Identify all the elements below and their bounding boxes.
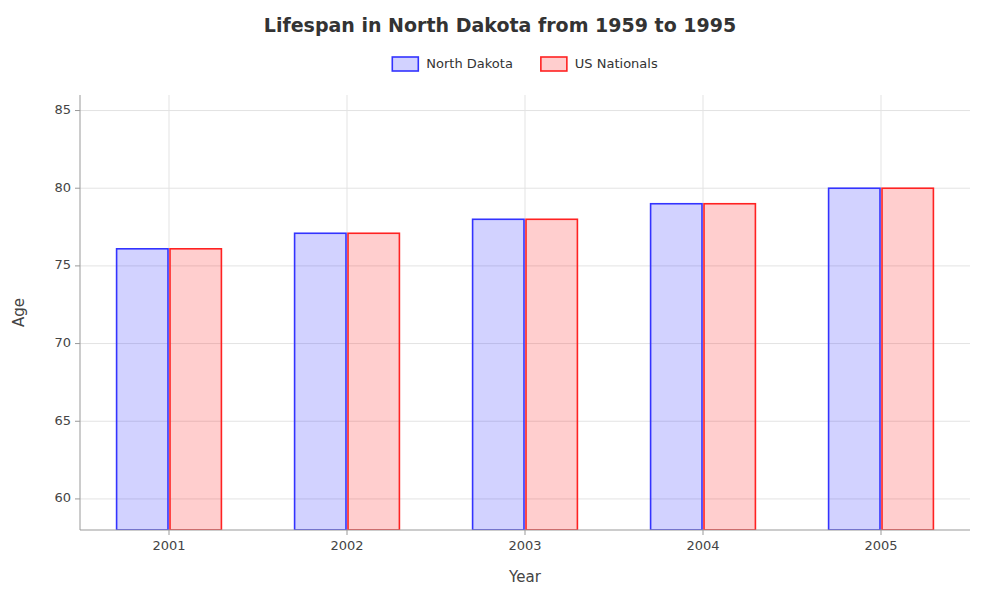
bar: [882, 188, 933, 530]
y-tick: [75, 188, 80, 189]
y-tick: [75, 421, 80, 422]
x-tick-label: 2001: [152, 538, 185, 553]
x-tick: [703, 530, 704, 535]
bar: [170, 249, 221, 530]
y-tick: [75, 110, 80, 111]
x-tick: [347, 530, 348, 535]
x-tick-label: 2005: [864, 538, 897, 553]
x-tick: [169, 530, 170, 535]
grid: [80, 95, 970, 530]
bar: [348, 233, 399, 530]
legend-label: North Dakota: [426, 56, 513, 71]
chart-title: Lifespan in North Dakota from 1959 to 19…: [264, 14, 736, 36]
x-tick: [881, 530, 882, 535]
bar: [473, 219, 524, 530]
y-tick-label: 75: [54, 257, 71, 272]
x-tick-label: 2002: [330, 538, 363, 553]
chart-container: 60 65 70 75 80 85 2001 2002 2003 2004 2005 Year Age L…: [0, 0, 1000, 600]
bar: [117, 249, 168, 530]
x-tick-label: 2004: [686, 538, 719, 553]
legend-swatch: [392, 57, 418, 71]
x-tick-label: 2003: [508, 538, 541, 553]
legend: North Dakota US Nationals: [392, 56, 658, 72]
legend-label: US Nationals: [575, 56, 658, 71]
x-axis-label: Year: [508, 568, 542, 586]
y-tick-label: 60: [54, 490, 71, 505]
y-tick: [75, 343, 80, 344]
legend-item: North Dakota: [392, 56, 513, 72]
axes: 60 65 70 75 80 85 2001 2002 2003 2004 2005: [54, 95, 970, 553]
bar: [295, 233, 346, 530]
y-tick-label: 85: [54, 102, 71, 117]
bar: [526, 219, 577, 530]
y-tick-label: 70: [54, 335, 71, 350]
y-tick: [75, 498, 80, 499]
y-tick-label: 65: [54, 413, 71, 428]
y-axis-line: [80, 95, 81, 530]
x-tick: [525, 530, 526, 535]
bars: [117, 188, 934, 530]
legend-item: US Nationals: [541, 56, 658, 72]
y-tick: [75, 265, 80, 266]
legend-swatch: [541, 57, 567, 71]
bar: [651, 204, 702, 530]
bar: [704, 204, 755, 530]
y-axis-label: Age: [10, 298, 28, 327]
bar: [829, 188, 880, 530]
chart-svg: 60 65 70 75 80 85 2001 2002 2003 2004 2005 Year Age L…: [0, 0, 1000, 600]
y-tick-label: 80: [54, 180, 71, 195]
